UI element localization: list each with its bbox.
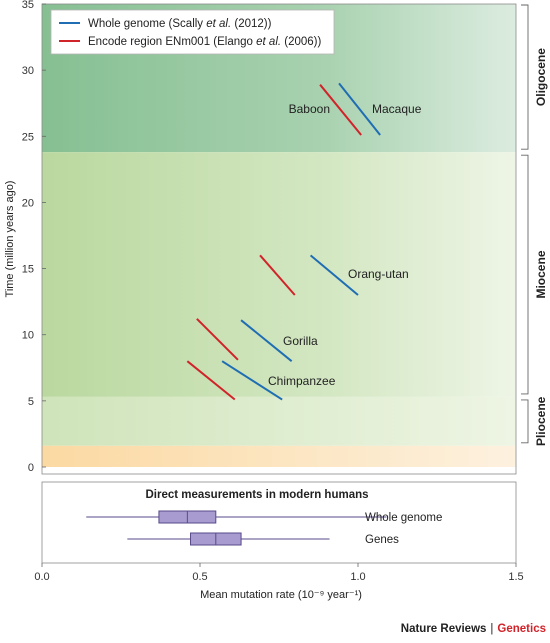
encode-estimate-gorilla <box>196 318 239 361</box>
species-label-macaque: Macaque <box>372 102 422 116</box>
y-axis-title: Time (million years ago) <box>4 181 16 298</box>
legend-label-whole-genome: Whole genome (Scally et al. (2012)) <box>88 18 272 30</box>
species-estimates: Macaque Baboon Orang-utan Gorilla Chimpanzee <box>186 82 422 401</box>
x-axis-title: Mean mutation rate (10⁻⁹ year⁻¹) <box>200 589 362 601</box>
x-tick-label-0: 0.0 <box>34 571 49 583</box>
publisher-credit: Nature Reviews | Genetics <box>401 623 546 635</box>
box-label-whole-genome: Whole genome <box>365 512 442 524</box>
boxplots: Whole genome Genes <box>86 510 442 546</box>
main-plot-frame <box>41 3 517 475</box>
epoch-bracket-pliocene <box>521 399 529 444</box>
box-label-genes: Genes <box>365 534 399 546</box>
whole-genome-estimate-chimpanzee <box>221 360 283 401</box>
legend-label-encode: Encode region ENm001 (Elango et al. (200… <box>88 36 322 48</box>
y-tick-label-20: 20 <box>22 197 34 209</box>
epoch-band-miocene <box>42 152 516 397</box>
journal-name: Genetics <box>497 623 546 635</box>
species-label-orang-utan: Orang-utan <box>348 267 409 281</box>
y-tick-label-15: 15 <box>22 264 34 276</box>
epoch-brackets: Oligocene Miocene Pliocene <box>521 4 548 446</box>
y-tick-label-30: 30 <box>22 65 34 77</box>
x-tick-label-2: 1.0 <box>350 571 365 583</box>
encode-estimate-chimpanzee <box>186 360 236 401</box>
publisher-name: Nature Reviews <box>401 623 487 635</box>
credit-separator: | <box>490 623 493 635</box>
x-tick-label-1: 0.5 <box>192 571 207 583</box>
species-label-gorilla: Gorilla <box>283 334 318 348</box>
legend: Whole genome (Scally et al. (2012)) Enco… <box>50 9 335 55</box>
box-panel-frame <box>41 481 517 564</box>
epoch-bracket-oligocene <box>521 4 529 150</box>
whole-genome-estimate-macaque <box>338 82 381 136</box>
encode-estimate-orang-utan <box>259 254 296 296</box>
species-label-chimpanzee: Chimpanzee <box>268 374 336 388</box>
epoch-bands <box>42 4 516 474</box>
x-tick-label-3: 1.5 <box>508 571 523 583</box>
epoch-band-pliocene <box>42 396 516 446</box>
y-tick-label-0: 0 <box>28 462 34 474</box>
legend-frame <box>50 9 335 55</box>
y-tick-label-10: 10 <box>22 330 34 342</box>
whole-genome-estimate-gorilla <box>240 319 293 362</box>
x-axis: 0.0 0.5 1.0 1.5 <box>34 563 524 583</box>
encode-estimate-macaque <box>319 84 362 136</box>
epoch-bracket-miocene <box>521 154 529 395</box>
epoch-label-pliocene: Pliocene <box>534 396 548 446</box>
plot-bottom-strip <box>42 467 516 474</box>
whole-genome-estimate-orang-utan <box>309 254 359 296</box>
y-tick-label-5: 5 <box>28 396 34 408</box>
epoch-label-miocene: Miocene <box>534 250 548 298</box>
y-tick-label-25: 25 <box>22 131 34 143</box>
box-panel-title: Direct measurements in modern humans <box>145 489 368 501</box>
y-axis: 0 5 10 15 20 25 30 35 <box>22 0 46 474</box>
species-label-baboon: Baboon <box>289 102 330 116</box>
epoch-label-oligocene: Oligocene <box>534 48 548 106</box>
y-tick-label-35: 35 <box>22 0 34 11</box>
epoch-band-recent <box>42 445 516 467</box>
